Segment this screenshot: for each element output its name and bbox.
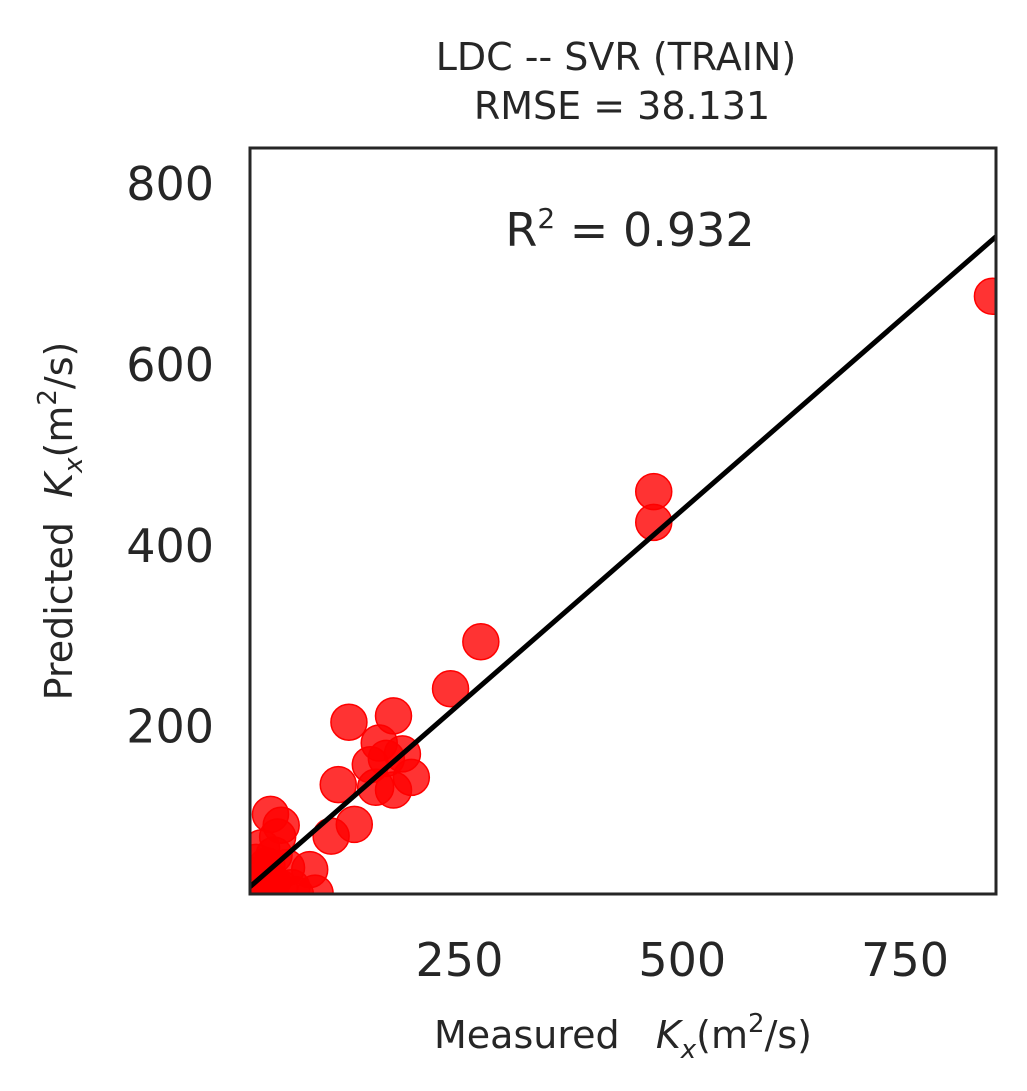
fit-line xyxy=(250,234,996,889)
x-axis-label-var: K xyxy=(656,1013,684,1057)
y-tick-label: 800 xyxy=(126,157,214,211)
x-tick-label: 250 xyxy=(416,933,504,987)
y-axis-label-sub: x xyxy=(59,457,89,474)
data-point xyxy=(462,622,500,661)
x-tick-label: 750 xyxy=(861,933,949,987)
x-axis-label-unit-post: /s) xyxy=(765,1013,812,1057)
y-axis-label-prefix: Predicted xyxy=(37,498,81,701)
r2-rest: = 0.932 xyxy=(555,203,754,257)
y-tick-label: 600 xyxy=(126,338,214,392)
y-axis-label-unit-sup: 2 xyxy=(33,389,63,406)
x-axis-label-unit-pre: (m xyxy=(696,1013,748,1057)
data-point xyxy=(319,765,357,804)
r2-base: R xyxy=(505,203,537,257)
y-axis-label-var: K xyxy=(37,470,81,498)
y-axis-label: Predicted Kx(m2/s) xyxy=(33,342,89,701)
x-axis-ticks: 250 500 750 xyxy=(416,933,949,987)
data-point xyxy=(356,768,395,807)
r2-sup: 2 xyxy=(537,202,555,235)
chart-title: LDC -- SVR (TRAIN) xyxy=(436,35,797,79)
x-tick-label: 500 xyxy=(638,933,726,987)
x-axis-label-sub: x xyxy=(680,1035,697,1065)
chart-subtitle: RMSE = 38.131 xyxy=(474,84,770,128)
plot-area xyxy=(250,234,996,894)
x-axis-label: Measured Kx(m2/s) xyxy=(434,1009,812,1065)
x-axis-label-unit-sup: 2 xyxy=(748,1009,765,1039)
data-point xyxy=(312,817,350,855)
y-tick-label: 400 xyxy=(126,519,214,573)
y-tick-label: 200 xyxy=(126,700,214,754)
plot-frame xyxy=(248,146,998,896)
y-axis-label-unit-post: /s) xyxy=(37,342,81,389)
data-point xyxy=(330,703,368,741)
x-axis-label-prefix: Measured xyxy=(434,1013,656,1057)
data-point xyxy=(431,669,470,708)
y-axis-ticks: 200 400 600 800 xyxy=(126,157,214,754)
data-point xyxy=(276,876,315,894)
y-axis-label-unit-pre: (m xyxy=(37,406,81,458)
r-squared-annotation: R2 = 0.932 xyxy=(505,202,754,257)
data-point xyxy=(973,277,996,316)
